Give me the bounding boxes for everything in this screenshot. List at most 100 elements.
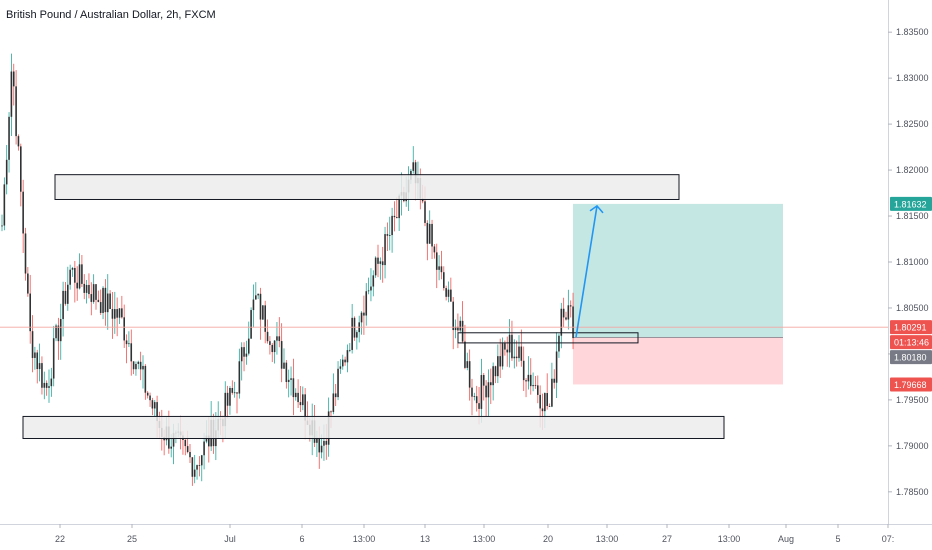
candle-body[interactable] xyxy=(137,361,140,364)
candle-body[interactable] xyxy=(252,299,255,311)
candle-body[interactable] xyxy=(203,441,205,456)
candle-body[interactable] xyxy=(490,382,492,386)
candle-body[interactable] xyxy=(527,374,530,382)
candle-body[interactable] xyxy=(541,408,544,412)
candle-body[interactable] xyxy=(118,308,121,318)
candle-body[interactable] xyxy=(438,266,440,270)
candle-body[interactable] xyxy=(59,319,62,342)
candle-body[interactable] xyxy=(518,346,520,359)
candle-body[interactable] xyxy=(330,411,332,413)
candle-body[interactable] xyxy=(316,437,318,443)
candle-body[interactable] xyxy=(144,365,147,393)
candle-body[interactable] xyxy=(88,284,90,295)
candle-body[interactable] xyxy=(12,71,15,87)
candle-body[interactable] xyxy=(341,359,344,367)
candle-body[interactable] xyxy=(264,305,266,332)
candle-body[interactable] xyxy=(276,336,278,341)
candle-body[interactable] xyxy=(412,162,415,171)
candle-body[interactable] xyxy=(285,362,288,383)
candle-body[interactable] xyxy=(125,340,128,345)
candle-body[interactable] xyxy=(83,283,86,293)
candle-body[interactable] xyxy=(231,388,234,393)
candle-body[interactable] xyxy=(339,366,342,369)
candle-body[interactable] xyxy=(487,382,490,398)
candle-body[interactable] xyxy=(287,379,290,383)
candle-body[interactable] xyxy=(198,465,201,466)
candle-body[interactable] xyxy=(471,387,473,397)
candle-body[interactable] xyxy=(5,159,8,185)
breakout-zone-box[interactable] xyxy=(457,332,639,344)
candle-body[interactable] xyxy=(297,392,299,403)
candle-body[interactable] xyxy=(454,326,457,331)
candle-body[interactable] xyxy=(128,343,130,345)
candle-body[interactable] xyxy=(130,343,133,362)
candle-body[interactable] xyxy=(459,320,462,331)
candle-body[interactable] xyxy=(374,257,377,276)
candle-body[interactable] xyxy=(92,284,95,302)
candle-body[interactable] xyxy=(48,386,50,388)
candle-body[interactable] xyxy=(475,396,478,404)
candle-body[interactable] xyxy=(109,293,111,309)
candle-body[interactable] xyxy=(501,343,504,367)
candle-body[interactable] xyxy=(38,363,41,370)
candle-body[interactable] xyxy=(548,405,551,407)
candle-body[interactable] xyxy=(294,392,297,398)
candle-body[interactable] xyxy=(278,336,281,342)
candle-body[interactable] xyxy=(243,347,245,357)
candle-body[interactable] xyxy=(8,116,10,160)
candle-body[interactable] xyxy=(121,308,123,318)
candle-body[interactable] xyxy=(450,289,452,302)
candle-body[interactable] xyxy=(572,306,574,339)
candle-body[interactable] xyxy=(360,312,363,323)
candle-body[interactable] xyxy=(22,191,24,234)
candle-body[interactable] xyxy=(189,452,191,458)
candle-body[interactable] xyxy=(135,363,137,370)
candle-body[interactable] xyxy=(567,305,570,320)
candle-body[interactable] xyxy=(485,385,487,398)
candle-body[interactable] xyxy=(424,201,426,223)
candle-body[interactable] xyxy=(304,394,306,421)
candle-body[interactable] xyxy=(482,375,485,386)
candle-body[interactable] xyxy=(365,291,368,316)
candle-body[interactable] xyxy=(224,392,227,427)
candle-body[interactable] xyxy=(20,146,22,192)
candle-body[interactable] xyxy=(85,284,88,293)
candle-body[interactable] xyxy=(74,267,76,283)
candle-body[interactable] xyxy=(302,394,304,406)
candle-body[interactable] xyxy=(320,445,323,453)
candle-body[interactable] xyxy=(170,446,172,449)
candle-body[interactable] xyxy=(238,361,241,394)
candle-body[interactable] xyxy=(337,368,339,398)
candle-body[interactable] xyxy=(233,392,236,394)
profit-zone[interactable] xyxy=(573,203,783,338)
candle-body[interactable] xyxy=(1,225,3,227)
candle-body[interactable] xyxy=(529,374,532,387)
candle-body[interactable] xyxy=(15,86,17,137)
candle-body[interactable] xyxy=(426,222,429,244)
candle-body[interactable] xyxy=(3,184,6,226)
candle-body[interactable] xyxy=(99,302,102,313)
candle-body[interactable] xyxy=(445,288,447,297)
candle-body[interactable] xyxy=(452,301,454,331)
candle-body[interactable] xyxy=(191,457,194,477)
candle-body[interactable] xyxy=(76,282,78,289)
candle-body[interactable] xyxy=(386,234,389,236)
candle-body[interactable] xyxy=(71,267,74,270)
candle-body[interactable] xyxy=(62,290,64,320)
candle-body[interactable] xyxy=(384,234,386,266)
candle-body[interactable] xyxy=(283,362,285,369)
candle-body[interactable] xyxy=(114,309,116,319)
candle-body[interactable] xyxy=(388,235,391,236)
candle-body[interactable] xyxy=(142,365,144,370)
candle-body[interactable] xyxy=(149,395,151,401)
candle-body[interactable] xyxy=(428,223,431,244)
candle-body[interactable] xyxy=(323,440,325,446)
candle-body[interactable] xyxy=(520,346,523,361)
candle-body[interactable] xyxy=(546,393,548,406)
candle-body[interactable] xyxy=(50,378,53,387)
candle-body[interactable] xyxy=(497,356,499,377)
candle-body[interactable] xyxy=(440,266,443,273)
candle-body[interactable] xyxy=(67,284,69,304)
candle-body[interactable] xyxy=(443,272,445,289)
